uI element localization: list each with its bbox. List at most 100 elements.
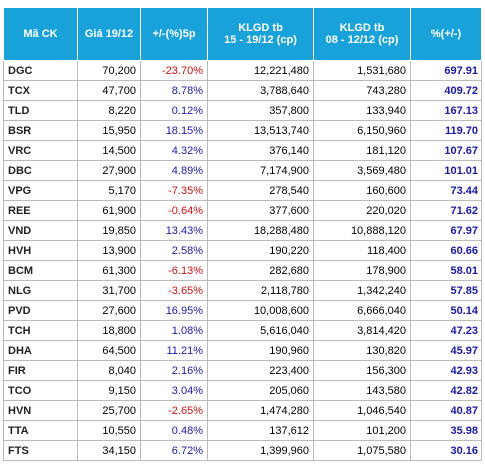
pct-cell: 101.01 — [410, 160, 482, 181]
pct-value: 40.87 — [450, 404, 478, 417]
cell: 4.89% — [140, 160, 208, 181]
pct-value: 42.93 — [450, 364, 478, 377]
pct-cell: 47.23 — [410, 320, 482, 341]
pct-value: 73.44 — [450, 184, 478, 197]
cell: 2,118,780 — [207, 280, 314, 301]
pct-value: 697.91 — [444, 64, 478, 77]
cell: 101,200 — [313, 420, 411, 441]
table-row: HVH 13,900 2.58% 190,220 118,400 60.66 — [3, 240, 482, 261]
cell: 223,400 — [207, 360, 314, 381]
cell: 47,700 — [77, 80, 141, 101]
pct-cell: 35.98 — [410, 420, 482, 441]
stock-code: TCH — [3, 320, 78, 341]
cell: 8,220 — [77, 100, 141, 121]
table-row: TCO 9,150 3.04% 205,060 143,580 42.82 — [3, 380, 482, 401]
table-row: TTA 10,550 0.48% 137,612 101,200 35.98 — [3, 420, 482, 441]
table-row: TCH 18,800 1.08% 5,616,040 3,814,420 47.23 — [3, 320, 482, 341]
pct-cell: 60.66 — [410, 240, 482, 261]
stock-code: REE — [3, 200, 78, 221]
cell: 190,220 — [207, 240, 314, 261]
cell: -3.65% — [140, 280, 208, 301]
cell: -23.70% — [140, 60, 208, 81]
cell: 1,399,960 — [207, 440, 314, 461]
cell: 220,020 — [313, 200, 411, 221]
cell: 178,900 — [313, 260, 411, 281]
header-cell: Giá 19/12 — [77, 7, 141, 61]
pct-value: 57.85 — [450, 284, 478, 297]
pct-value: 71.62 — [450, 204, 478, 217]
table-row: BCM 61,300 -6.13% 282,680 178,900 58.01 — [3, 260, 482, 281]
stock-code: TCO — [3, 380, 78, 401]
pct-cell: 45.97 — [410, 340, 482, 361]
pct-cell: 40.87 — [410, 400, 482, 421]
cell: 61,300 — [77, 260, 141, 281]
table-row: HVN 25,700 -2.65% 1,474,280 1,046,540 40.87 — [3, 400, 482, 421]
pct-cell: 71.62 — [410, 200, 482, 221]
pct-cell: 107.67 — [410, 140, 482, 161]
pct-cell: 119.70 — [410, 120, 482, 141]
cell: 70,200 — [77, 60, 141, 81]
stock-code: FIR — [3, 360, 78, 381]
header-cell: +/-(%)5p — [140, 7, 208, 61]
table-row: VND 19,850 13.43% 18,288,480 10,888,120 67.97 — [3, 220, 482, 241]
cell: 8.78% — [140, 80, 208, 101]
cell: 190,960 — [207, 340, 314, 361]
cell: 27,900 — [77, 160, 141, 181]
cell: 25,700 — [77, 400, 141, 421]
cell: 133,940 — [313, 100, 411, 121]
pct-value: 47.23 — [450, 324, 478, 337]
cell: 377,600 — [207, 200, 314, 221]
cell: 3,788,640 — [207, 80, 314, 101]
cell: 18.15% — [140, 120, 208, 141]
cell: 278,540 — [207, 180, 314, 201]
cell: 3,569,480 — [313, 160, 411, 181]
stock-code: HVH — [3, 240, 78, 261]
header-cell: KLGD tb 08 - 12/12 (cp) — [313, 7, 411, 61]
cell: 1,342,240 — [313, 280, 411, 301]
cell: 118,400 — [313, 240, 411, 261]
cell: 16.95% — [140, 300, 208, 321]
cell: 15,950 — [77, 120, 141, 141]
cell: 376,140 — [207, 140, 314, 161]
cell: 13.43% — [140, 220, 208, 241]
table-row: TCX 47,700 8.78% 3,788,640 743,280 409.72 — [3, 80, 482, 101]
stock-code: VND — [3, 220, 78, 241]
cell: 10,550 — [77, 420, 141, 441]
header-text: %(+/-) — [430, 28, 462, 40]
cell: 5,616,040 — [207, 320, 314, 341]
cell: 130,820 — [313, 340, 411, 361]
table-row: VRC 14,500 4.32% 376,140 181,120 107.67 — [3, 140, 482, 161]
pct-cell: 57.85 — [410, 280, 482, 301]
stock-code: TCX — [3, 80, 78, 101]
cell: 2.58% — [140, 240, 208, 261]
stock-code: PVD — [3, 300, 78, 321]
cell: 34,150 — [77, 440, 141, 461]
cell: 19,850 — [77, 220, 141, 241]
pct-cell: 58.01 — [410, 260, 482, 281]
pct-value: 119.70 — [444, 124, 478, 137]
pct-value: 101.01 — [444, 164, 478, 177]
cell: 18,288,480 — [207, 220, 314, 241]
table-row: FIR 8,040 2.16% 223,400 156,300 42.93 — [3, 360, 482, 381]
header-text: Mã CK — [23, 28, 58, 40]
stock-code: TTA — [3, 420, 78, 441]
pct-value: 60.66 — [450, 244, 478, 257]
stock-code: VPG — [3, 180, 78, 201]
pct-value: 45.97 — [450, 344, 478, 357]
pct-cell: 697.91 — [410, 60, 482, 81]
stock-code: BCM — [3, 260, 78, 281]
pct-value: 58.01 — [450, 264, 478, 277]
pct-cell: 42.82 — [410, 380, 482, 401]
cell: 8,040 — [77, 360, 141, 381]
cell: 27,600 — [77, 300, 141, 321]
stock-code: HVN — [3, 400, 78, 421]
header-text: 15 - 19/12 (cp) — [224, 34, 297, 46]
cell: 181,120 — [313, 140, 411, 161]
cell: -7.35% — [140, 180, 208, 201]
header-cell: Mã CK — [3, 7, 78, 61]
stock-table: Mã CK Giá 19/12 +/-(%)5p KLGD tb 15 - 19/12 … — [3, 7, 482, 461]
header-text: +/-(%)5p — [152, 28, 196, 40]
cell: 4.32% — [140, 140, 208, 161]
header-text: 08 - 12/12 (cp) — [325, 34, 399, 46]
pct-value: 67.97 — [450, 224, 478, 237]
